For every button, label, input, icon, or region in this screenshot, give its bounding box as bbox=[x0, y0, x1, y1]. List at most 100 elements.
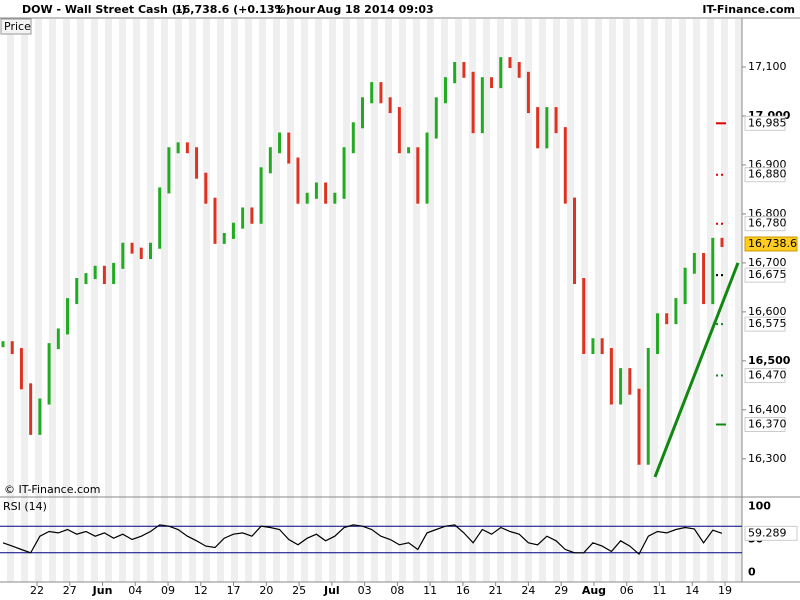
day-stripe bbox=[175, 19, 182, 582]
x-tick-label: 04 bbox=[128, 584, 142, 597]
level-label: 16,780 bbox=[748, 217, 787, 230]
day-stripe bbox=[217, 19, 224, 582]
y-tick-label: 16,600 bbox=[748, 305, 787, 318]
level-label: 16,880 bbox=[748, 168, 787, 181]
day-stripe bbox=[343, 19, 350, 582]
level-box bbox=[744, 267, 786, 283]
y-tick-label: 16,500 bbox=[748, 354, 791, 367]
x-tick-label: 27 bbox=[63, 584, 77, 597]
day-stripe bbox=[665, 19, 672, 582]
level-box bbox=[744, 368, 786, 384]
day-stripe bbox=[301, 19, 308, 582]
timestamp: Aug 18 2014 09:03 bbox=[317, 3, 434, 16]
day-stripe bbox=[511, 19, 518, 582]
brand: IT-Finance.com bbox=[702, 3, 795, 16]
instrument: DOW - Wall Street Cash (-) bbox=[22, 3, 186, 16]
day-stripe bbox=[105, 19, 112, 582]
day-stripe bbox=[273, 19, 280, 582]
day-stripe bbox=[735, 19, 742, 582]
day-stripe bbox=[35, 19, 42, 582]
day-stripe bbox=[133, 19, 140, 582]
x-tick-label: 29 bbox=[554, 584, 568, 597]
day-stripe bbox=[49, 19, 56, 582]
level-box bbox=[744, 316, 786, 332]
day-stripe bbox=[483, 19, 490, 582]
day-stripe bbox=[553, 19, 560, 582]
day-stripe bbox=[497, 19, 504, 582]
day-stripe bbox=[441, 19, 448, 582]
day-stripe bbox=[693, 19, 700, 582]
level-box bbox=[744, 417, 786, 433]
day-stripe bbox=[7, 19, 14, 582]
x-tick-label: 16 bbox=[456, 584, 470, 597]
day-stripe bbox=[287, 19, 294, 582]
level-label: 16,470 bbox=[748, 369, 787, 382]
day-stripe bbox=[539, 19, 546, 582]
day-stripe bbox=[525, 19, 532, 582]
x-tick-label: 03 bbox=[358, 584, 372, 597]
y-tick-label: 16,700 bbox=[748, 256, 787, 269]
day-stripe bbox=[637, 19, 644, 582]
day-stripe bbox=[357, 19, 364, 582]
day-stripe bbox=[161, 19, 168, 582]
x-tick-label: 09 bbox=[161, 584, 175, 597]
x-tick-label: 08 bbox=[390, 584, 404, 597]
x-tick-label: 06 bbox=[620, 584, 634, 597]
day-stripe bbox=[147, 19, 154, 582]
x-tick-label: 19 bbox=[718, 584, 732, 597]
day-stripe bbox=[203, 19, 210, 582]
day-stripe bbox=[609, 19, 616, 582]
level-box bbox=[744, 236, 798, 252]
day-stripe bbox=[413, 19, 420, 582]
level-label: 16,738.6 bbox=[748, 237, 797, 250]
level-box bbox=[744, 115, 786, 131]
x-tick-label: 11 bbox=[423, 584, 437, 597]
x-tick-label: 25 bbox=[292, 584, 306, 597]
x-tick-label: Aug bbox=[582, 584, 606, 597]
y-tick-label: 17,100 bbox=[748, 60, 787, 73]
x-tick-label: 11 bbox=[652, 584, 666, 597]
x-tick-label: 12 bbox=[194, 584, 208, 597]
rsi-current-label: 59.289 bbox=[748, 526, 787, 539]
level-box bbox=[744, 167, 786, 183]
quote: 16,738.6 (+0.13%) bbox=[175, 3, 291, 16]
x-tick-label: 17 bbox=[227, 584, 241, 597]
day-stripe bbox=[427, 19, 434, 582]
x-tick-label: 21 bbox=[489, 584, 503, 597]
interval: 1 hour bbox=[275, 3, 316, 16]
x-tick-label: 20 bbox=[259, 584, 273, 597]
day-stripe bbox=[245, 19, 252, 582]
day-stripe bbox=[567, 19, 574, 582]
x-tick-label: 22 bbox=[30, 584, 44, 597]
day-stripe bbox=[91, 19, 98, 582]
day-stripe bbox=[469, 19, 476, 582]
panel-title: Price bbox=[4, 20, 31, 33]
rsi-tick-label: 0 bbox=[748, 566, 756, 579]
rsi-current-box bbox=[744, 525, 798, 541]
y-tick-label: 16,300 bbox=[748, 452, 787, 465]
day-stripe bbox=[385, 19, 392, 582]
day-stripe bbox=[21, 19, 28, 582]
day-stripe bbox=[455, 19, 462, 582]
day-stripe bbox=[623, 19, 630, 582]
x-tick-label: Jul bbox=[323, 584, 340, 597]
day-stripe bbox=[399, 19, 406, 582]
watermark: © IT-Finance.com bbox=[4, 483, 101, 496]
day-stripe bbox=[651, 19, 658, 582]
x-tick-label: Jun bbox=[92, 584, 113, 597]
day-stripe bbox=[119, 19, 126, 582]
day-stripe bbox=[679, 19, 686, 582]
day-stripe bbox=[595, 19, 602, 582]
day-stripe bbox=[371, 19, 378, 582]
label-box bbox=[0, 18, 32, 35]
level-label: 16,675 bbox=[748, 268, 787, 281]
rsi-line bbox=[2, 524, 723, 556]
rsi-tick-label: 100 bbox=[748, 499, 771, 512]
day-stripe bbox=[189, 19, 196, 582]
level-box bbox=[744, 216, 786, 232]
day-stripe bbox=[315, 19, 322, 582]
level-label: 16,370 bbox=[748, 418, 787, 431]
day-stripe bbox=[77, 19, 84, 582]
day-stripe bbox=[329, 19, 336, 582]
